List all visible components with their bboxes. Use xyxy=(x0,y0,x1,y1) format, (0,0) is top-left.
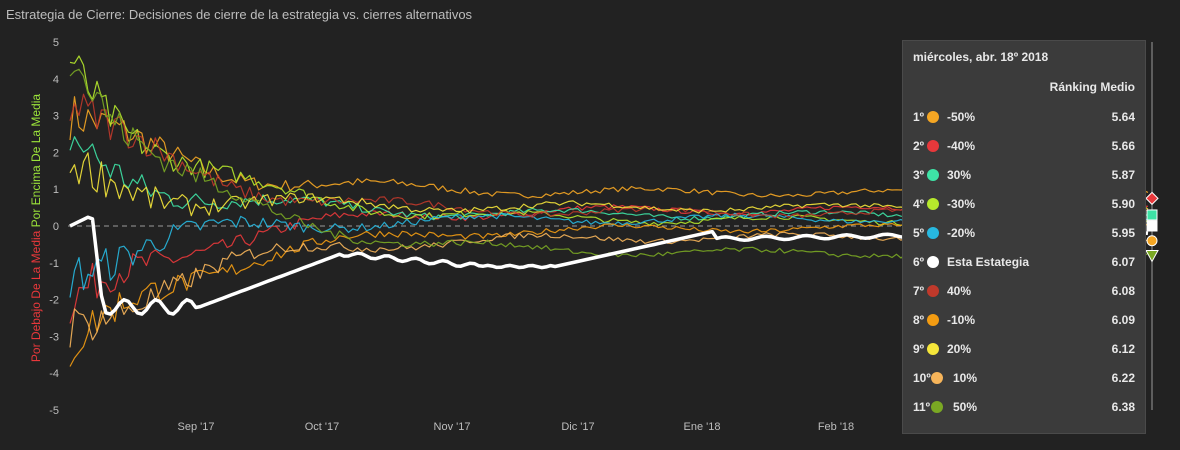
tooltip-series-name: 10% xyxy=(953,371,978,385)
tooltip-row: 8º -10% 6.09 xyxy=(903,313,1145,333)
x-tick-label: Feb '18 xyxy=(818,421,854,433)
y-tick-label: -5 xyxy=(49,405,59,417)
series-color-dot xyxy=(927,343,939,355)
series-end-marker[interactable] xyxy=(1146,220,1158,232)
x-tick-label: Dic '17 xyxy=(561,421,594,433)
tooltip-series-name: Esta Estategia xyxy=(947,255,1030,269)
tooltip-rank: 1º xyxy=(913,110,925,124)
series-color-dot xyxy=(927,227,939,239)
tooltip-series-name: 30% xyxy=(947,168,972,182)
tooltip-value: 6.09 xyxy=(1111,313,1135,327)
tooltip-row: 4º -30% 5.90 xyxy=(903,197,1145,217)
series-color-dot xyxy=(927,198,939,210)
y-tick-label: 2 xyxy=(53,147,59,159)
tooltip-series-name: -40% xyxy=(947,139,976,153)
y-axis-label: Por Debajo De La Media Por Encima De La … xyxy=(29,94,43,362)
y-tick-label: -3 xyxy=(49,331,59,343)
y-axis-label-above: Por Encima De La Media xyxy=(29,94,43,228)
y-tick-label: 4 xyxy=(53,74,59,86)
tooltip-row: 5º -20% 5.95 xyxy=(903,226,1145,246)
series-end-marker[interactable] xyxy=(1145,249,1159,263)
tooltip-series-name: 40% xyxy=(947,284,972,298)
y-tick-label: 1 xyxy=(53,184,59,196)
tooltip-rank: 3º xyxy=(913,168,925,182)
tooltip-row: 7º 40% 6.08 xyxy=(903,284,1145,304)
tooltip-value: 6.12 xyxy=(1111,342,1135,356)
tooltip-row: 1º -50% 5.64 xyxy=(903,110,1145,130)
tooltip-rank: 11º xyxy=(913,400,931,414)
tooltip-series-name: -50% xyxy=(947,110,976,124)
chart-title: Estrategia de Cierre: Decisiones de cier… xyxy=(6,7,473,22)
series-color-dot xyxy=(931,401,943,413)
x-tick-label: Oct '17 xyxy=(305,421,340,433)
tooltip-date: miércoles, abr. 18º 2018 xyxy=(913,50,1049,64)
y-tick-label: 3 xyxy=(53,111,59,123)
tooltip-rank: 7º xyxy=(913,284,925,298)
tooltip-value: 6.38 xyxy=(1111,400,1135,414)
tooltip-rank: 4º xyxy=(913,197,925,211)
series-color-dot xyxy=(931,372,943,384)
series-end-marker[interactable] xyxy=(1146,235,1158,247)
tooltip-series-name: 20% xyxy=(947,342,972,356)
tooltip-row: 6º Esta Estategia 6.07 xyxy=(903,255,1145,275)
tooltip-value: 6.22 xyxy=(1111,371,1135,385)
series-color-dot xyxy=(927,256,939,268)
tooltip-value: 5.90 xyxy=(1111,197,1135,211)
tooltip-value: 5.64 xyxy=(1111,110,1135,124)
y-tick-label: -4 xyxy=(49,368,59,380)
tooltip-value: 6.07 xyxy=(1111,255,1135,269)
tooltip-row: 11º 50% 6.38 xyxy=(903,400,1145,420)
tooltip-row: 10º 10% 6.22 xyxy=(903,371,1145,391)
y-tick-label: -2 xyxy=(49,295,59,307)
tooltip-rank: 6º xyxy=(913,255,925,269)
tooltip-rank: 2º xyxy=(913,139,925,153)
tooltip-series-name: -20% xyxy=(947,226,976,240)
series-color-dot xyxy=(927,169,939,181)
tooltip-value: 5.87 xyxy=(1111,168,1135,182)
y-tick-label: -1 xyxy=(49,258,59,270)
series-end-marker[interactable] xyxy=(1146,209,1158,221)
tooltip-value: 5.95 xyxy=(1111,226,1135,240)
tooltip-row: 9º 20% 6.12 xyxy=(903,342,1145,362)
y-tick-label: 5 xyxy=(53,37,59,49)
x-tick-label: Sep '17 xyxy=(178,421,215,433)
tooltip-rank: 10º xyxy=(913,371,931,385)
tooltip-rank: 8º xyxy=(913,313,925,327)
tooltip-value: 5.66 xyxy=(1111,139,1135,153)
tooltip-series-name: 50% xyxy=(953,400,978,414)
tooltip-series-name: -30% xyxy=(947,197,976,211)
series-color-dot xyxy=(927,111,939,123)
tooltip-value: 6.08 xyxy=(1111,284,1135,298)
hover-tooltip: miércoles, abr. 18º 2018 Ránking Medio 1… xyxy=(902,40,1146,434)
series-end-marker[interactable] xyxy=(1145,191,1159,206)
x-tick-label: Nov '17 xyxy=(434,421,471,433)
x-tick-label: Ene '18 xyxy=(684,421,721,433)
series-color-dot xyxy=(927,140,939,152)
tooltip-series-name: -10% xyxy=(947,313,976,327)
y-tick-label: 0 xyxy=(53,221,59,233)
tooltip-header: Ránking Medio xyxy=(1049,80,1135,94)
tooltip-row: 2º -40% 5.66 xyxy=(903,139,1145,159)
tooltip-rank: 9º xyxy=(913,342,925,356)
series-color-dot xyxy=(927,314,939,326)
y-axis-label-below: Por Debajo De La Media xyxy=(29,227,43,362)
tooltip-rank: 5º xyxy=(913,226,925,240)
series-color-dot xyxy=(927,285,939,297)
tooltip-row: 3º 30% 5.87 xyxy=(903,168,1145,188)
